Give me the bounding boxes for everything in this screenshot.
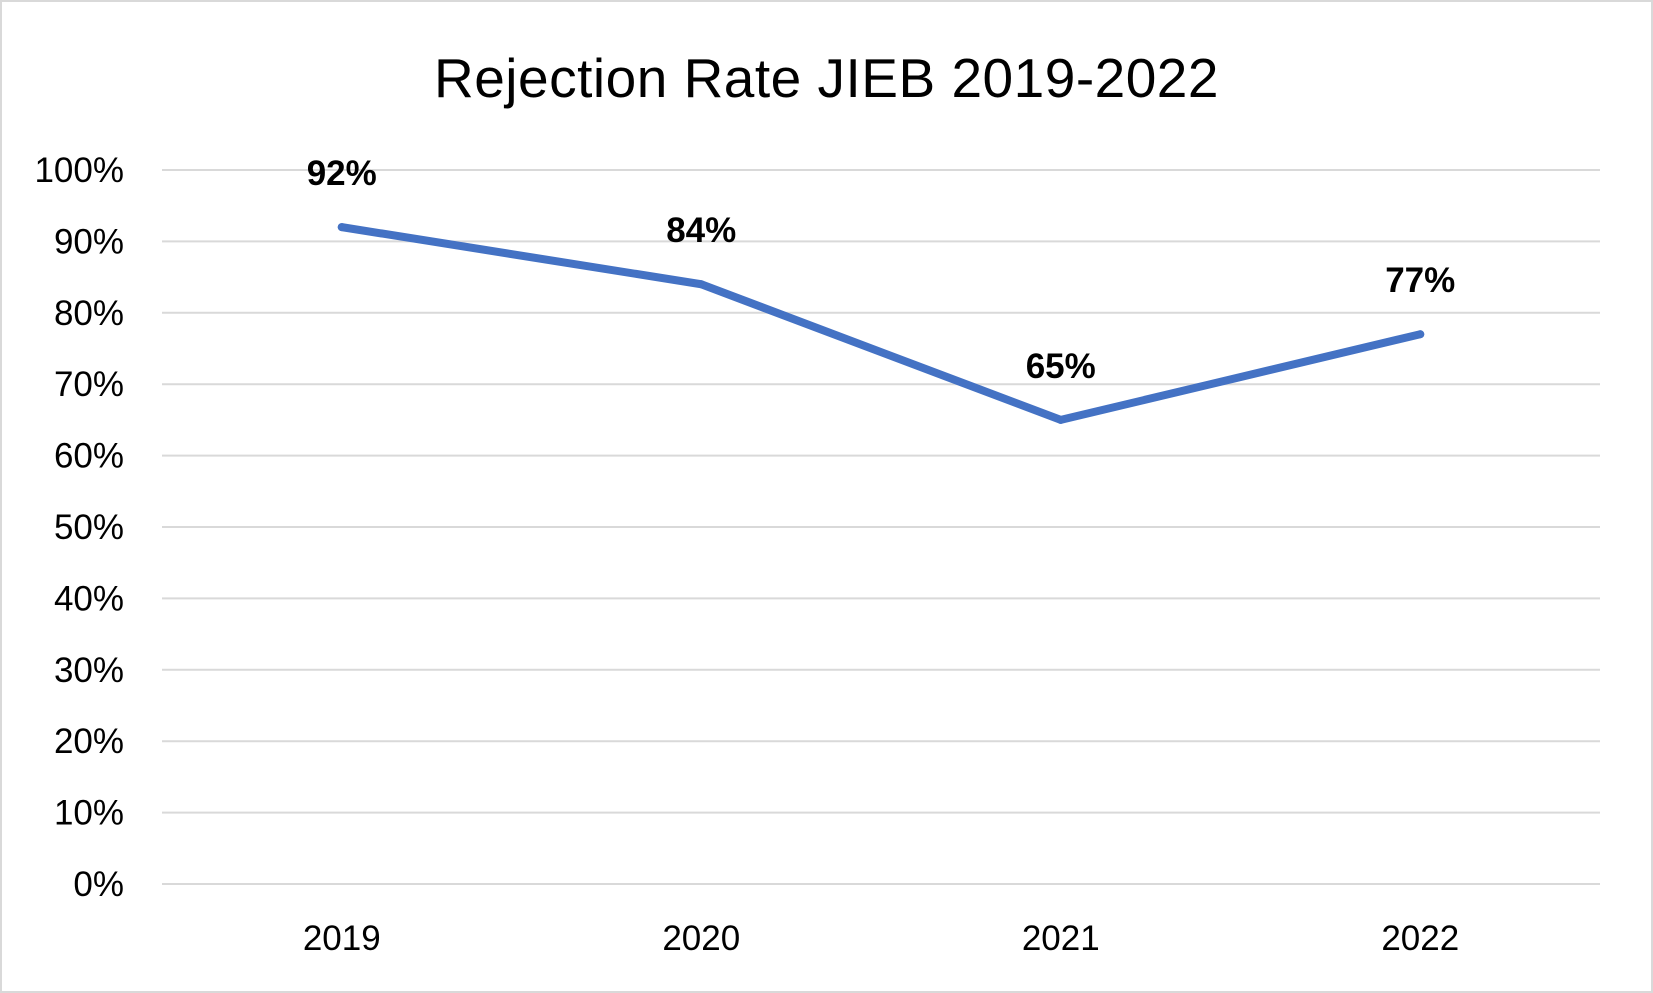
- y-tick-label: 80%: [54, 294, 124, 333]
- chart-title: Rejection Rate JIEB 2019-2022: [434, 47, 1219, 109]
- y-tick-label: 70%: [54, 365, 124, 404]
- data-label: 65%: [1026, 347, 1096, 386]
- x-tick-label: 2019: [303, 919, 381, 958]
- data-point: [697, 280, 706, 289]
- y-tick-label: 60%: [54, 437, 124, 476]
- data-point: [1416, 330, 1425, 339]
- x-tick-label: 2020: [662, 919, 740, 958]
- y-tick-label: 90%: [54, 222, 124, 261]
- series-line: [337, 223, 1425, 424]
- y-tick-label: 40%: [54, 579, 124, 618]
- y-tick-label: 30%: [54, 651, 124, 690]
- y-tick-label: 100%: [34, 151, 124, 190]
- x-tick-label: 2021: [1022, 919, 1100, 958]
- y-tick-label: 0%: [73, 865, 124, 904]
- data-point: [337, 223, 346, 232]
- x-tick-label: 2022: [1381, 919, 1459, 958]
- y-tick-label: 20%: [54, 722, 124, 761]
- data-label: 92%: [307, 154, 377, 193]
- y-tick-label: 50%: [54, 508, 124, 547]
- data-label: 84%: [666, 211, 736, 250]
- data-point: [1056, 415, 1065, 424]
- y-tick-label: 10%: [54, 794, 124, 833]
- data-label: 77%: [1385, 261, 1455, 300]
